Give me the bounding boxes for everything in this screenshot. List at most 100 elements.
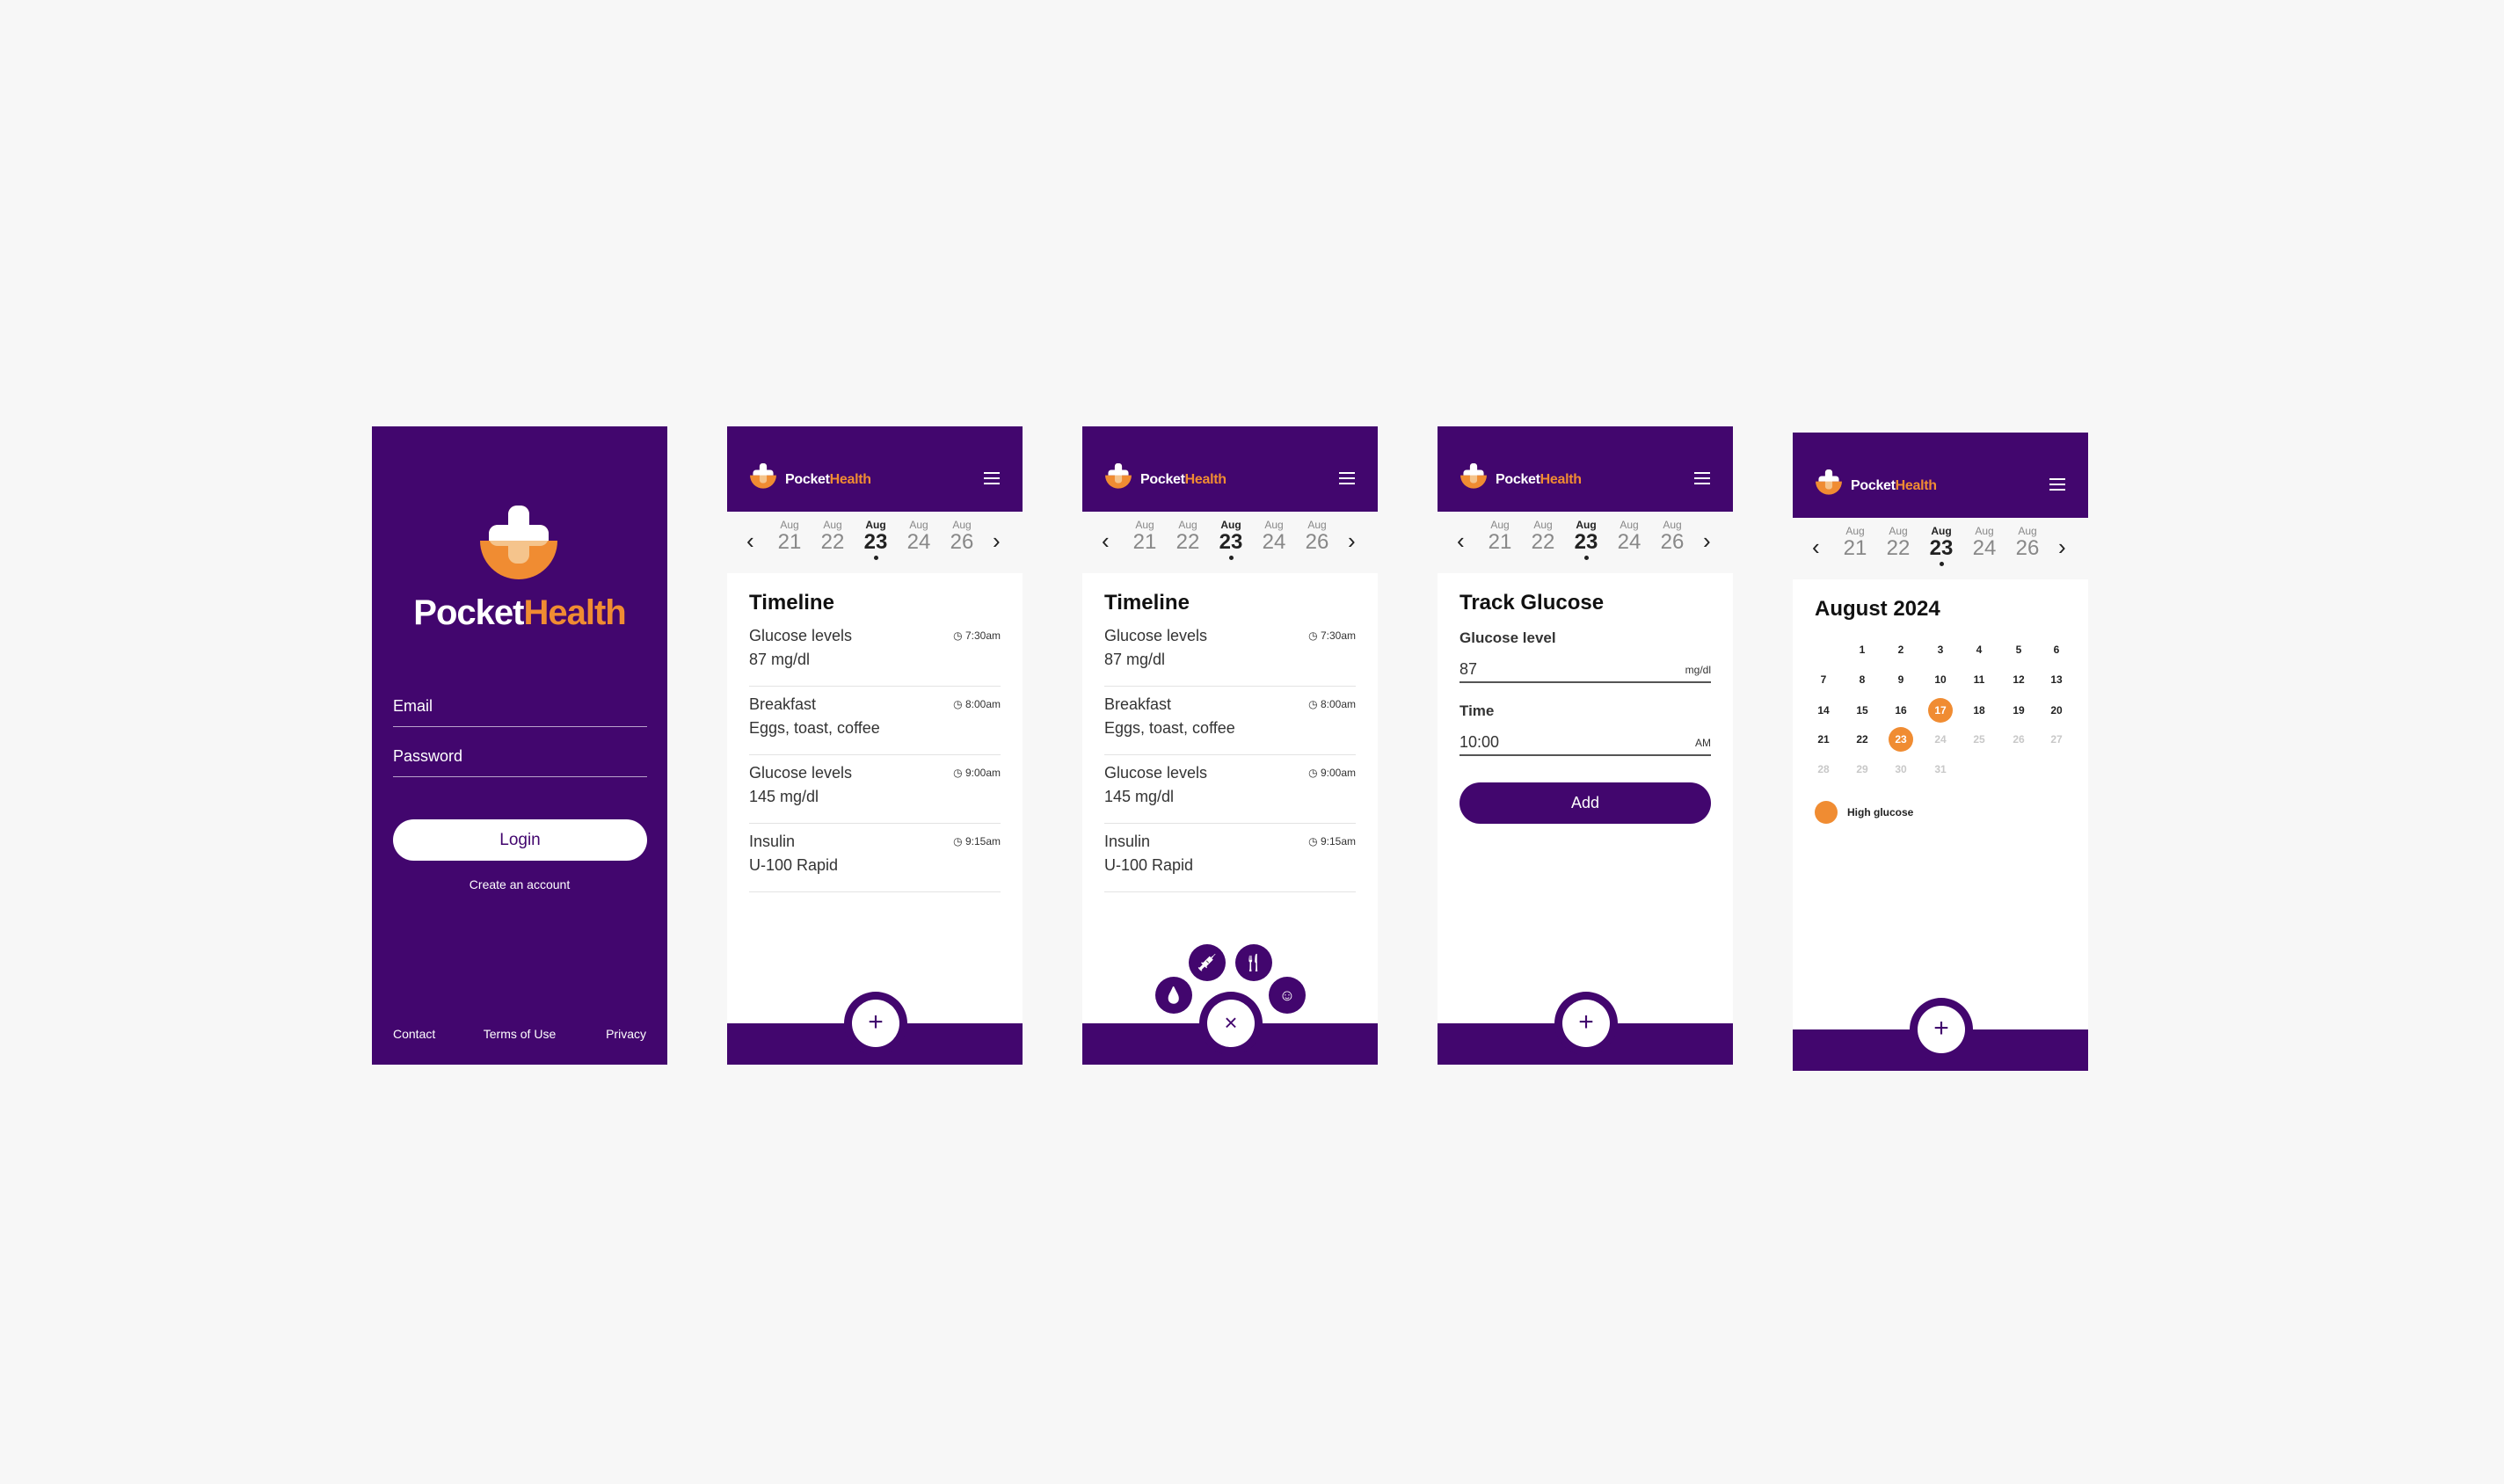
calendar-day[interactable]: 16 — [1883, 698, 1918, 723]
calendar-day[interactable]: 10 — [1923, 667, 1958, 692]
chevron-right-icon[interactable]: › — [1703, 527, 1711, 554]
date-item[interactable]: Aug 24 — [1255, 519, 1293, 554]
date-item[interactable]: Aug 22 — [813, 519, 852, 554]
date-item[interactable]: Aug 26 — [943, 519, 981, 554]
brand-part2: Health — [523, 593, 626, 632]
date-item[interactable]: Aug 21 — [1125, 519, 1164, 554]
calendar-day[interactable]: 14 — [1806, 698, 1841, 723]
item-detail: 145 mg/dl — [1104, 788, 1175, 805]
item-detail: Eggs, toast, coffee — [1104, 719, 1235, 737]
calendar-day[interactable]: 21 — [1806, 727, 1841, 752]
date-month: Aug — [1975, 525, 1994, 537]
terms-link[interactable]: Terms of Use — [483, 1027, 557, 1041]
date-item[interactable]: Aug 26 — [1653, 519, 1692, 554]
date-item[interactable]: Aug 23 — [1212, 519, 1250, 560]
calendar-day[interactable]: 1 — [1845, 637, 1880, 662]
chevron-right-icon[interactable]: › — [1348, 527, 1356, 554]
timeline-item[interactable]: Glucose levels 145 mg/dl ◷ 9:00am — [749, 755, 1001, 824]
calendar-day[interactable]: 29 — [1845, 757, 1880, 782]
calendar-day[interactable]: 31 — [1923, 757, 1958, 782]
calendar-day[interactable]: 13 — [2039, 667, 2074, 692]
timeline-item[interactable]: Breakfast Eggs, toast, coffee ◷ 8:00am — [1104, 687, 1356, 755]
calendar-day[interactable]: 18 — [1962, 698, 1997, 723]
drop-menu-button[interactable]: 💧 — [1155, 977, 1192, 1014]
close-fab-button[interactable]: × — [1207, 1000, 1255, 1047]
calendar-day[interactable]: 2 — [1883, 637, 1918, 662]
timeline-item[interactable]: Glucose levels 87 mg/dl ◷ 7:30am — [1104, 618, 1356, 687]
date-item[interactable]: Aug 22 — [1524, 519, 1562, 554]
day-number: 2 — [1897, 644, 1904, 656]
calendar-day[interactable]: 9 — [1883, 667, 1918, 692]
date-item[interactable]: Aug 24 — [1965, 525, 2004, 560]
pockethealth-logo-icon — [1459, 462, 1489, 491]
utensils-menu-button[interactable]: 🍴 — [1235, 944, 1272, 981]
chevron-left-icon[interactable]: ‹ — [1812, 534, 1820, 560]
page-title: Timeline — [749, 591, 834, 615]
calendar-day[interactable]: 26 — [2001, 727, 2036, 752]
timeline-item[interactable]: Insulin U-100 Rapid ◷ 9:15am — [1104, 824, 1356, 892]
date-item[interactable]: Aug 23 — [1567, 519, 1605, 560]
email-field[interactable]: Email — [393, 697, 647, 727]
date-item[interactable]: Aug 22 — [1879, 525, 1918, 560]
calendar-day[interactable]: 27 — [2039, 727, 2074, 752]
privacy-link[interactable]: Privacy — [606, 1027, 646, 1041]
calendar-day[interactable]: 20 — [2039, 698, 2074, 723]
calendar-day[interactable]: 4 — [1962, 637, 1997, 662]
calendar-day[interactable]: 17 — [1923, 698, 1958, 723]
calendar-day[interactable]: 12 — [2001, 667, 2036, 692]
calendar-day[interactable]: 5 — [2001, 637, 2036, 662]
calendar-day[interactable]: 19 — [2001, 698, 2036, 723]
password-field[interactable]: Password — [393, 747, 647, 777]
time-input[interactable]: 10:00 AM — [1459, 730, 1711, 756]
date-item[interactable]: Aug 26 — [1298, 519, 1336, 554]
date-item[interactable]: Aug 26 — [2008, 525, 2047, 560]
add-fab-button[interactable]: + — [1918, 1006, 1965, 1053]
calendar-day[interactable]: 23 — [1883, 727, 1918, 752]
chevron-right-icon[interactable]: › — [993, 527, 1001, 554]
chevron-right-icon[interactable]: › — [2058, 534, 2066, 560]
calendar-day[interactable]: 6 — [2039, 637, 2074, 662]
calendar-day[interactable]: 24 — [1923, 727, 1958, 752]
contact-link[interactable]: Contact — [393, 1027, 436, 1041]
brand-part2: Health — [1895, 478, 1937, 493]
timeline-item[interactable]: Glucose levels 145 mg/dl ◷ 9:00am — [1104, 755, 1356, 824]
date-item[interactable]: Aug 23 — [1922, 525, 1961, 566]
calendar-day[interactable]: 25 — [1962, 727, 1997, 752]
chevron-left-icon[interactable]: ‹ — [746, 527, 754, 554]
chevron-left-icon[interactable]: ‹ — [1457, 527, 1465, 554]
login-button[interactable]: Login — [393, 819, 647, 861]
add-fab-button[interactable]: + — [852, 1000, 899, 1047]
calendar-day[interactable]: 15 — [1845, 698, 1880, 723]
timeline-item[interactable]: Breakfast Eggs, toast, coffee ◷ 8:00am — [749, 687, 1001, 755]
date-item[interactable]: Aug 21 — [1481, 519, 1519, 554]
hamburger-menu-icon[interactable] — [1339, 472, 1355, 484]
date-item[interactable]: Aug 22 — [1168, 519, 1207, 554]
date-item[interactable]: Aug 23 — [856, 519, 895, 560]
glucose-input[interactable]: 87 mg/dl — [1459, 657, 1711, 683]
date-day: 24 — [1262, 530, 1286, 554]
calendar-day[interactable]: 7 — [1806, 667, 1841, 692]
hamburger-menu-icon[interactable] — [2049, 478, 2065, 491]
date-item[interactable]: Aug 21 — [1836, 525, 1874, 560]
date-month: Aug — [1264, 519, 1284, 531]
date-item[interactable]: Aug 24 — [899, 519, 938, 554]
mood-menu-button[interactable]: ☺ — [1269, 977, 1306, 1014]
date-item[interactable]: Aug 24 — [1610, 519, 1649, 554]
syringe-menu-button[interactable]: 💉 — [1189, 944, 1226, 981]
chevron-left-icon[interactable]: ‹ — [1102, 527, 1110, 554]
hamburger-menu-icon[interactable] — [984, 472, 1000, 484]
date-item[interactable]: Aug 21 — [770, 519, 809, 554]
add-button[interactable]: Add — [1459, 782, 1711, 824]
timeline-item[interactable]: Glucose levels 87 mg/dl ◷ 7:30am — [749, 618, 1001, 687]
calendar-day[interactable]: 28 — [1806, 757, 1841, 782]
calendar-day[interactable]: 30 — [1883, 757, 1918, 782]
create-account-link[interactable]: Create an account — [469, 877, 571, 891]
item-time: ◷ 7:30am — [953, 629, 1001, 642]
timeline-item[interactable]: Insulin U-100 Rapid ◷ 9:15am — [749, 824, 1001, 892]
calendar-day[interactable]: 8 — [1845, 667, 1880, 692]
calendar-day[interactable]: 11 — [1962, 667, 1997, 692]
add-fab-button[interactable]: + — [1562, 1000, 1610, 1047]
hamburger-menu-icon[interactable] — [1694, 472, 1710, 484]
calendar-day[interactable]: 3 — [1923, 637, 1958, 662]
calendar-day[interactable]: 22 — [1845, 727, 1880, 752]
